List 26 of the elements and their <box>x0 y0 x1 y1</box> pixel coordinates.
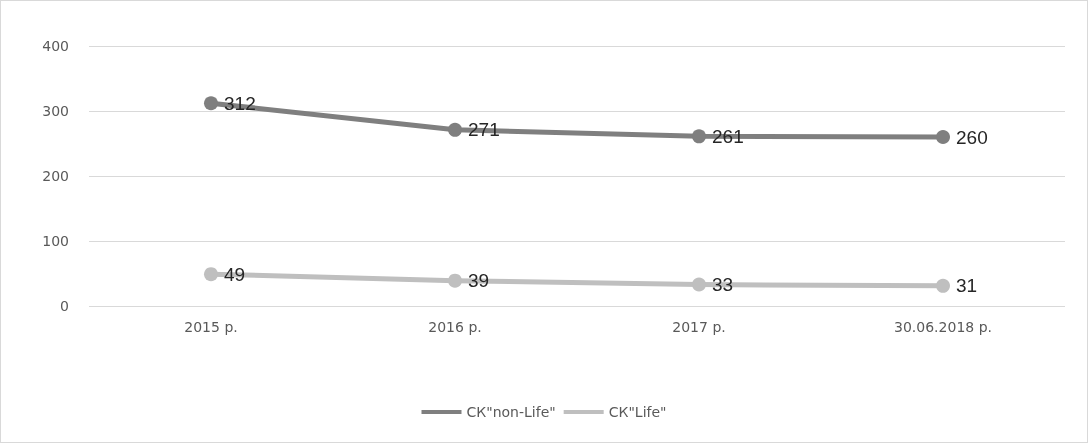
x-tick-label: 2016 р. <box>428 319 482 335</box>
point <box>692 277 706 292</box>
x-tick-label: 2017 р. <box>672 319 726 335</box>
data-label: 312 <box>224 92 256 114</box>
data-label: 39 <box>468 270 490 292</box>
legend-label: СК"non-Life" <box>466 404 556 420</box>
y-tick-label: 400 <box>42 38 69 54</box>
data-label: 260 <box>956 126 988 148</box>
legend-label: СК"Life" <box>608 404 667 420</box>
point <box>204 96 218 111</box>
point <box>448 273 462 288</box>
x-tick-label: 2015 р. <box>184 319 238 335</box>
point <box>936 130 950 144</box>
y-tick-label: 200 <box>42 168 69 184</box>
data-label: 49 <box>224 263 246 285</box>
point <box>448 122 462 137</box>
y-tick-label: 0 <box>60 298 69 314</box>
data-label: 33 <box>712 274 734 296</box>
point <box>204 267 218 282</box>
x-tick-label: 30.06.2018 р. <box>894 319 992 335</box>
data-label: 261 <box>712 125 744 147</box>
y-tick-label: 100 <box>42 233 69 249</box>
y-tick-label: 300 <box>42 103 69 119</box>
point <box>936 278 950 293</box>
point <box>692 129 706 144</box>
data-label: 31 <box>956 275 978 297</box>
